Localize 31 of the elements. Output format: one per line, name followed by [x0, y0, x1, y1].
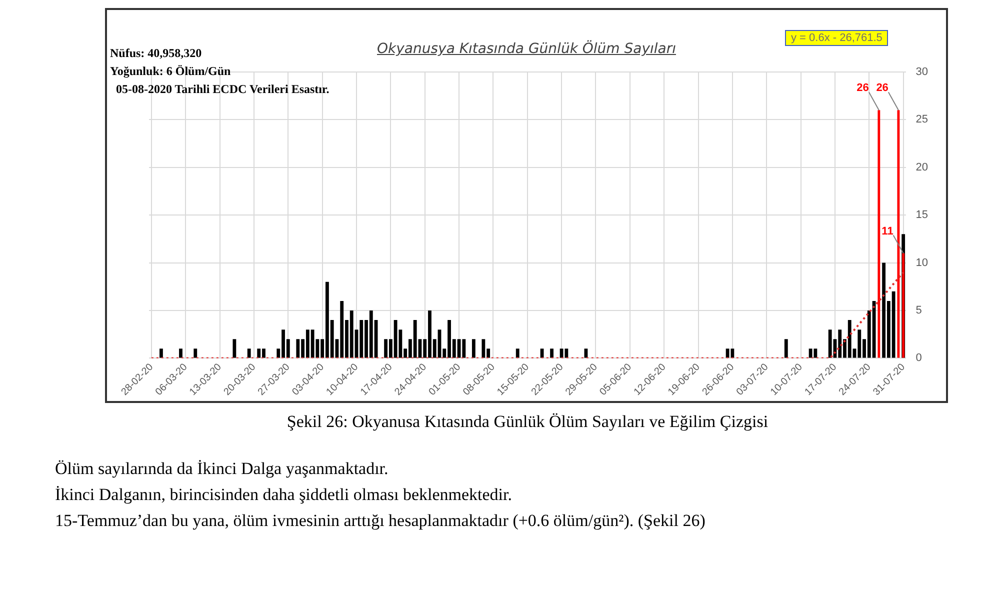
bar [878, 110, 880, 358]
data-label: 11 [882, 225, 894, 238]
y-tick-label: 25 [916, 114, 928, 126]
text: İkinci Dalganın, birincisinden daha şiddetli olması beklenmektedir. [55, 485, 512, 505]
y-tick-label: 10 [916, 256, 928, 269]
y-tick-label: 0 [916, 352, 922, 364]
bar [472, 339, 476, 358]
bar [232, 339, 236, 358]
y-tick-label: 15 [916, 209, 928, 222]
text: Nüfus: 40,958,320 [110, 46, 202, 61]
bar [247, 348, 251, 358]
annotation: Yoğunluk: 6 Ölüm/Gün [110, 64, 231, 79]
bar [784, 339, 788, 358]
text: y = 0.6x - 26,761.5 [785, 30, 888, 46]
bar [897, 110, 900, 358]
text: 15-Temmuz’dan bu yana, ölüm ivmesinin arttığı hesaplanmaktadır (+0.6 ölüm/gün²). (Şekil 26) [55, 511, 706, 531]
text: Şekil 26: Okyanusa Kıtasında Günlük Ölüm Sayıları ve Eğilim Çizgisi [286, 412, 770, 432]
bar [902, 253, 905, 358]
y-tick-label: 20 [916, 161, 928, 174]
bar [179, 348, 182, 358]
text: Ölüm sayılarında da İkinci Dalga yaşanmaktadır. [55, 459, 388, 479]
bar [516, 348, 520, 358]
y-tick-label: 5 [916, 304, 922, 317]
y-tick-label: 30 [916, 66, 928, 78]
annotation: 05-08-2020 Tarihli ECDC Verileri Esastır. [116, 82, 330, 97]
chart-title: Okyanusya Kıtasında Günlük Ölüm Sayıları [377, 41, 676, 57]
bar [550, 348, 554, 358]
bar [159, 348, 163, 358]
bar [194, 348, 198, 358]
data-label: 26 [856, 82, 869, 94]
data-label: 26 [876, 82, 888, 94]
